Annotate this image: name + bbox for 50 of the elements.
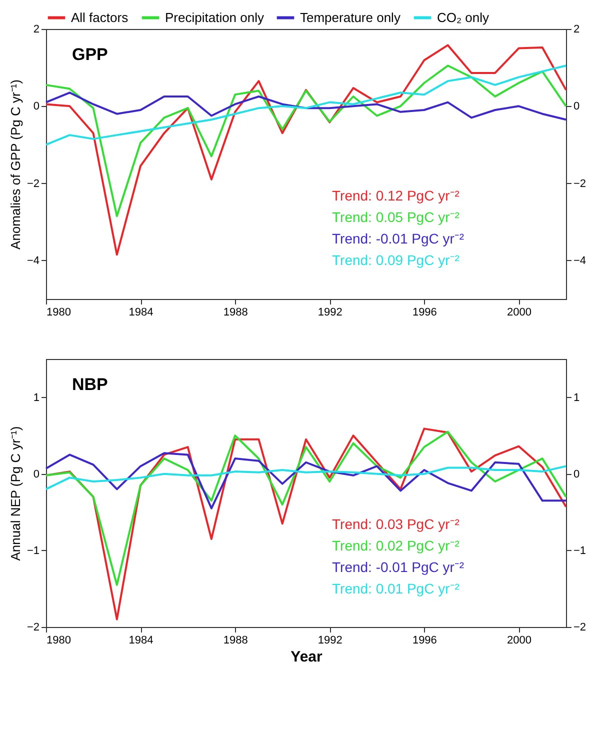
x-tick-label: 1988 (223, 634, 248, 646)
annotation: Trend: 0.12 PgC yr⁻² (332, 187, 460, 204)
x-tick-label: 1984 (128, 306, 154, 318)
annotation: Trend: 0.03 PgC yr⁻² (332, 516, 460, 532)
text: GPP (72, 45, 108, 64)
annotation: Trend: 0.01 PgC yr⁻² (332, 580, 460, 596)
x-tick-label: 1992 (318, 634, 342, 646)
line-series (45, 64, 567, 146)
x-tick-label: 1984 (128, 634, 154, 646)
annotation: Trend: -0.01 PgC yr⁻² (332, 230, 464, 247)
x-tick-label: 1996 (412, 634, 437, 646)
x-tick-label: 1988 (223, 306, 248, 318)
annotation: Trend: 0.02 PgC yr⁻² (332, 538, 460, 554)
annotation: Trend: 0.09 PgC yr⁻² (332, 252, 460, 268)
annotation: Trend: -0.01 PgC yr⁻² (332, 559, 464, 576)
line-series (45, 92, 567, 121)
legend-label: CO₂ only (437, 10, 490, 25)
y-axis-title: Annual NEP (Pg C yr⁻¹) (8, 426, 23, 561)
y2-tick-label: 0 (574, 468, 580, 480)
legend-label: Temperature only (300, 10, 401, 25)
x-tick-label: 2000 (506, 306, 532, 318)
y2-tick-label: 1 (574, 392, 580, 404)
line-series (45, 452, 567, 510)
text: NBP (72, 375, 108, 394)
y-axis-title: Anomalies of GPP (Pg C yr⁻¹) (8, 80, 23, 250)
y-tick-label: 1 (33, 392, 40, 404)
y-tick-label: −4 (26, 254, 40, 267)
y-tick-label: 0 (33, 100, 40, 113)
y2-tick-label: −4 (574, 254, 586, 267)
y-tick-label: −2 (26, 622, 40, 634)
x-tick-label: 1996 (412, 306, 437, 318)
x-tick-label: 1980 (46, 306, 71, 318)
x-tick-label: 2000 (506, 634, 532, 646)
annotation: Trend: 0.05 PgC yr⁻² (332, 209, 460, 225)
y2-tick-label: 0 (574, 100, 580, 113)
legend-label: Precipitation only (165, 10, 264, 25)
y-tick-label: −1 (26, 544, 40, 557)
y2-tick-label: −2 (574, 178, 586, 190)
legend-label: All factors (71, 10, 129, 25)
x-tick-label: 1980 (46, 634, 71, 646)
y-tick-label: 2 (33, 24, 40, 36)
line-series (45, 465, 567, 490)
x-axis-title: Year (290, 648, 323, 666)
line-series (45, 44, 567, 256)
x-tick-label: 1992 (318, 306, 342, 318)
y2-tick-label: 2 (574, 24, 580, 36)
y-tick-label: 0 (33, 468, 40, 480)
y2-tick-label: −1 (574, 544, 586, 557)
y2-tick-label: −2 (574, 622, 586, 634)
y-tick-label: −2 (26, 178, 40, 190)
